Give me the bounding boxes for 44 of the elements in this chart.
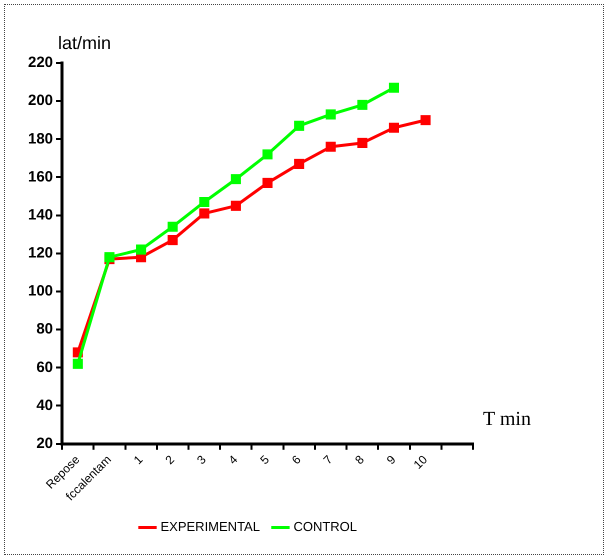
point <box>357 100 368 110</box>
point <box>326 142 336 152</box>
point <box>262 178 273 188</box>
y-tick-label: 180 <box>28 130 54 148</box>
x-tick-label: 4 <box>226 452 241 468</box>
x-tick-label: 10 <box>410 452 430 472</box>
point <box>388 122 399 133</box>
point <box>326 109 336 120</box>
x-tick-label: 1 <box>130 452 146 468</box>
x-tick-label: 6 <box>288 452 304 468</box>
point <box>230 174 241 184</box>
y-tick-label: 140 <box>28 206 54 224</box>
point <box>357 138 368 148</box>
y-axis-title: lat/min <box>58 32 112 53</box>
point <box>420 115 431 126</box>
point <box>136 244 146 255</box>
point <box>72 358 83 369</box>
y-tick-label: 120 <box>28 244 54 262</box>
point <box>294 120 304 131</box>
point <box>294 158 304 169</box>
point <box>199 208 210 218</box>
point <box>230 200 241 211</box>
point <box>168 235 178 246</box>
y-tick-label: 40 <box>36 396 54 414</box>
point <box>262 149 273 160</box>
y-tick-label: 160 <box>28 168 54 186</box>
x-tick-label: 7 <box>320 452 336 468</box>
point <box>388 82 399 93</box>
x-tick-label: 2 <box>162 452 178 468</box>
x-tick-label: 9 <box>384 452 399 468</box>
point <box>168 222 178 232</box>
y-tick-label: 100 <box>28 282 54 300</box>
y-tick-label: 200 <box>28 92 54 110</box>
legend-label: CONTROL <box>293 519 358 534</box>
point <box>199 196 210 208</box>
y-tick-label: 220 <box>28 54 54 72</box>
y-tick-label: 20 <box>36 434 54 452</box>
x-tick-label: 8 <box>352 452 368 468</box>
x-tick-label: 5 <box>257 452 272 468</box>
x-tick-label: 3 <box>194 452 209 468</box>
legend-label: EXPERIMENTAL <box>160 519 260 534</box>
y-tick-label: 80 <box>36 320 54 338</box>
x-axis-title: T min <box>483 408 531 430</box>
y-tick-label: 60 <box>36 358 54 376</box>
